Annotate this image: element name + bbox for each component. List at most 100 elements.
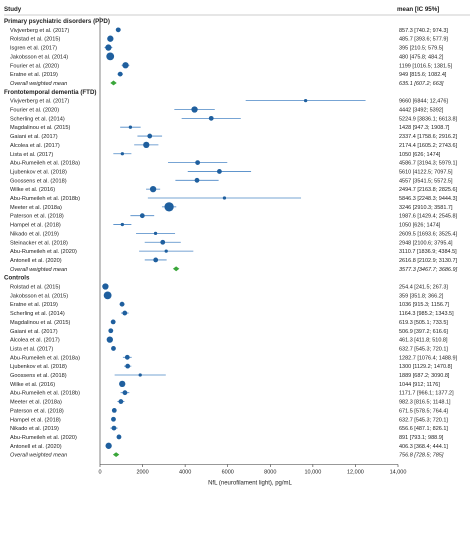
study-estimate: 1050 [626; 1474]	[399, 223, 441, 229]
study-name: Paterson et al. (2018)	[10, 214, 64, 220]
study-estimate: 406.3 [368.4; 444.1]	[399, 444, 448, 450]
study-name: Antonell et al. (2020)	[10, 444, 62, 450]
study-name: Rolstad et al. (2015)	[10, 37, 61, 43]
study-marker	[143, 141, 150, 149]
study-name: Nikado et al. (2019)	[10, 231, 59, 237]
x-tick-label: 10,000	[304, 470, 321, 476]
study-estimate: 3246 [2910.3; 3581.7]	[399, 205, 453, 211]
study-estimate: 1199 [1016.5; 1381.5]	[399, 63, 453, 69]
study-name: Vivjverberg et al. (2017)	[10, 28, 69, 34]
study-name: Abu-Rumeileh et al. (2020)	[10, 435, 77, 441]
study-row: Jakobsson et al. (2014) 480 [475.8; 484.2…	[10, 52, 444, 61]
study-row: Goossens et al. (2018) 4557 [3541.5; 5572…	[10, 177, 453, 184]
study-marker	[106, 52, 115, 61]
study-marker	[128, 125, 133, 129]
study-marker	[119, 380, 126, 387]
study-name: Hampel et al. (2018)	[10, 223, 61, 229]
study-row: Magdalinou et al. (2015) 619.3 [505.1; 73…	[10, 319, 448, 326]
study-marker	[138, 373, 142, 377]
study-row: Abu-Rumeileh et al. (2018a) 1282.7 [1076.…	[10, 354, 458, 361]
study-row: Ljubenkov et al. (2018) 5610 [4122.5; 709…	[10, 169, 453, 175]
study-name: Ljubenkov et al. (2018)	[10, 169, 67, 175]
study-marker	[124, 354, 130, 360]
study-estimate: 1282.7 [1076.4; 1488.9]	[399, 355, 458, 361]
study-estimate: 949 [815.6; 1082.4]	[399, 72, 447, 78]
study-row: Vivjverberg et al. (2017) 857.3 [740.2; 9…	[10, 27, 448, 34]
study-estimate: 461.3 [411.8; 510.8]	[399, 338, 448, 344]
study-marker	[110, 319, 116, 325]
study-row: Paterson et al. (2018) 671.5 [578.5; 764.…	[10, 408, 448, 414]
x-tick-label: 2000	[136, 470, 148, 476]
study-estimate: 359 [351.8; 366.2]	[399, 293, 444, 299]
x-tick-label: 14,000	[390, 470, 407, 476]
study-estimate: 891 [793.1; 988.9]	[399, 435, 444, 441]
study-estimate: 5224.9 [3836.1; 6613.8]	[399, 116, 458, 122]
study-row: Hampel et al. (2018) 632.7 [545.3; 720.1]	[10, 416, 448, 423]
study-name: Magdalinou et al. (2015)	[10, 320, 70, 326]
study-row: Abu-Rumeileh et al. (2020) 891 [793.1; 98…	[10, 434, 444, 441]
study-name: Steinacker et al. (2018)	[10, 240, 68, 246]
study-estimate: 1428 [947.3; 1908.7]	[399, 125, 450, 131]
study-estimate: 656.6 [487.1; 826.1]	[399, 426, 448, 432]
study-marker	[105, 44, 112, 51]
study-estimate: 3110.7 [1836.9; 4384.5]	[399, 249, 457, 255]
x-tick-label: 4000	[179, 470, 191, 476]
study-row: Scherling et al. (2014) 1164.3 [985.2; 13…	[10, 310, 454, 317]
study-marker	[102, 283, 109, 290]
study-name: Abu-Rumeileh et al. (2018a)	[10, 161, 80, 167]
study-row: Eratne et al. (2019) 1036 [915.3; 1156.7]	[10, 301, 450, 308]
study-name: Ljubenkov et al. (2018)	[10, 364, 67, 370]
study-name: Goossens et al. (2018)	[10, 178, 67, 184]
study-marker	[217, 169, 222, 174]
pooled-row: Overall weighted mean 3577.3 [3467.7; 368…	[10, 266, 458, 273]
group-title: Primary psychiatric disorders (PPD)	[4, 18, 110, 25]
study-marker	[125, 363, 131, 369]
study-estimate: 254.4 [241.5; 267.3]	[399, 285, 448, 291]
study-marker	[119, 301, 125, 307]
study-name: Eratne et al. (2019)	[10, 302, 58, 308]
study-row: Alcolea et al. (2017) 461.3 [411.8; 510.8…	[10, 336, 448, 344]
study-marker	[111, 346, 116, 351]
study-row: Rolstad et al. (2015) 254.4 [241.5; 267.3…	[10, 283, 448, 291]
study-marker	[160, 239, 166, 245]
study-name: Antonell et al. (2020)	[10, 258, 62, 264]
study-name: Abu-Rumeileh et al. (2018b)	[10, 196, 80, 202]
study-estimate: 2174.4 [1605.2; 2743.6]	[399, 143, 458, 149]
study-estimate: 4442 [3492; 5392]	[399, 108, 444, 114]
study-marker	[118, 399, 124, 404]
study-estimate: 632.7 [545.3; 720.1]	[399, 417, 448, 423]
study-marker	[111, 416, 116, 422]
study-row: Jakobsson et al. (2015) 359 [351.8; 366.2…	[10, 291, 444, 299]
study-marker	[194, 177, 200, 183]
study-row: Antonell et al. (2020) 406.3 [368.4; 444.…	[10, 442, 448, 450]
forest-rows: Primary psychiatric disorders (PPD) Vivjv…	[4, 18, 458, 459]
pooled-name: Overall weighted mean	[10, 81, 67, 87]
study-row: Gaiani et al. (2017) 2337.4 [1758.6; 2916…	[10, 133, 458, 140]
study-name: Gaiani et al. (2017)	[10, 329, 58, 335]
study-row: Fourier et al. (2020) 4442 [3492; 5392]	[10, 106, 444, 114]
pooled-row: Overall weighted mean 756.8 [728.5; 785]	[10, 452, 444, 459]
study-estimate: 1050 [626; 1474]	[399, 152, 441, 158]
study-marker	[107, 35, 114, 42]
study-row: Scherling et al. (2014) 5224.9 [3836.1; 6…	[10, 115, 458, 122]
study-row: Meeter et al. (2018a) 3246 [2910.3; 3581.…	[10, 202, 453, 212]
group-title: Controls	[4, 275, 30, 282]
study-marker	[208, 115, 214, 121]
pooled-name: Overall weighted mean	[10, 267, 67, 273]
study-estimate: 2948 [2100.6; 3795.4]	[399, 240, 453, 246]
study-name: Paterson et al. (2018)	[10, 408, 64, 414]
study-marker	[195, 160, 201, 166]
study-estimate: 4557 [3541.5; 5572.5]	[399, 178, 453, 184]
study-row: Fourier et al. (2020) 1199 [1016.5; 1381.…	[10, 62, 453, 69]
pooled-estimate: 3577.3 [3467.7; 3686.9]	[399, 267, 458, 273]
study-estimate: 2494.7 [2163.8; 2825.6]	[399, 187, 458, 193]
study-row: Abu-Rumeileh et al. (2018b) 5846.3 [2248.…	[10, 196, 458, 202]
study-name: Abu-Rumeileh et al. (2018b)	[10, 391, 80, 397]
study-name: Scherling et al. (2014)	[10, 311, 65, 317]
study-marker	[303, 99, 308, 103]
study-estimate: 9660 [6844; 12,476]	[399, 99, 448, 105]
study-estimate: 485.7 [393.6; 577.9]	[399, 37, 448, 43]
x-tick-label: 6000	[222, 470, 234, 476]
x-tick-label: 8000	[264, 470, 276, 476]
